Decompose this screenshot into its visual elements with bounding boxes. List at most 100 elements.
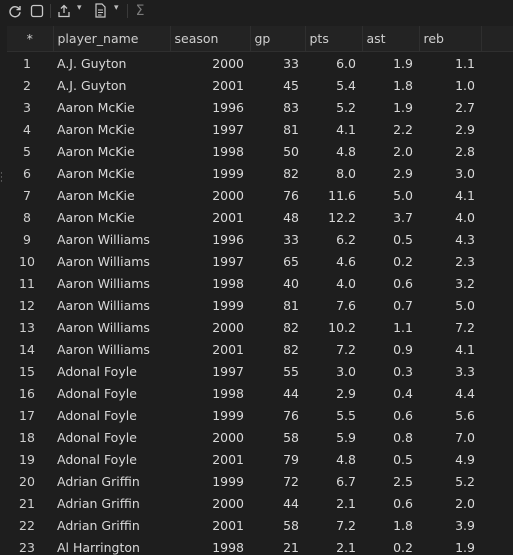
cell-gp[interactable]: 76 bbox=[283, 407, 299, 423]
table-row[interactable]: 11 Aaron Williams 1998 40 4.0 0.6 3.2 bbox=[7, 272, 481, 294]
cell-pts[interactable]: 5.9 bbox=[336, 429, 356, 445]
cell-reb[interactable]: 3.9 bbox=[455, 517, 475, 533]
cell-player-name[interactable]: Adrian Griffin bbox=[57, 517, 140, 533]
cell-season[interactable]: 1997 bbox=[212, 121, 244, 137]
cell-pts[interactable]: 4.8 bbox=[336, 143, 356, 159]
cell-pts[interactable]: 3.0 bbox=[336, 363, 356, 379]
row-index[interactable]: 16 bbox=[19, 385, 35, 401]
row-index[interactable]: 18 bbox=[19, 429, 35, 445]
cell-gp[interactable]: 58 bbox=[283, 429, 299, 445]
cell-pts[interactable]: 7.6 bbox=[336, 297, 356, 313]
cell-player-name[interactable]: Aaron McKie bbox=[57, 209, 135, 225]
cell-season[interactable]: 2001 bbox=[212, 77, 244, 93]
cell-player-name[interactable]: Aaron Williams bbox=[57, 341, 150, 357]
cell-player-name[interactable]: Adonal Foyle bbox=[57, 407, 137, 423]
cell-pts[interactable]: 6.7 bbox=[336, 473, 356, 489]
cell-season[interactable]: 2001 bbox=[212, 517, 244, 533]
cell-player-name[interactable]: Aaron McKie bbox=[57, 99, 135, 115]
cell-gp[interactable]: 81 bbox=[283, 297, 299, 313]
cell-season[interactable]: 1997 bbox=[212, 363, 244, 379]
cell-player-name[interactable]: Adonal Foyle bbox=[57, 429, 137, 445]
cell-player-name[interactable]: Aaron Williams bbox=[57, 275, 150, 291]
cell-ast[interactable]: 0.5 bbox=[393, 451, 413, 467]
cell-player-name[interactable]: A.J. Guyton bbox=[57, 77, 127, 93]
table-row[interactable]: 22 Adrian Griffin 2001 58 7.2 1.8 3.9 bbox=[7, 514, 481, 536]
cell-season[interactable]: 1999 bbox=[212, 407, 244, 423]
cell-ast[interactable]: 0.3 bbox=[393, 363, 413, 379]
cell-reb[interactable]: 4.1 bbox=[455, 187, 475, 203]
refresh-icon[interactable] bbox=[7, 2, 23, 19]
cell-gp[interactable]: 82 bbox=[283, 341, 299, 357]
cell-player-name[interactable]: Adonal Foyle bbox=[57, 451, 137, 467]
cell-gp[interactable]: 40 bbox=[283, 275, 299, 291]
cell-season[interactable]: 1999 bbox=[212, 473, 244, 489]
row-index[interactable]: 6 bbox=[23, 165, 31, 181]
cell-pts[interactable]: 4.1 bbox=[336, 121, 356, 137]
cell-season[interactable]: 2000 bbox=[212, 55, 244, 71]
table-row[interactable]: 13 Aaron Williams 2000 82 10.2 1.1 7.2 bbox=[7, 316, 481, 338]
row-index[interactable]: 13 bbox=[19, 319, 35, 335]
row-index[interactable]: 20 bbox=[19, 473, 35, 489]
row-index[interactable]: 9 bbox=[23, 231, 31, 247]
cell-reb[interactable]: 4.0 bbox=[455, 209, 475, 225]
row-index[interactable]: 5 bbox=[23, 143, 31, 159]
cell-reb[interactable]: 1.9 bbox=[455, 539, 475, 555]
cell-player-name[interactable]: Aaron Williams bbox=[57, 297, 150, 313]
cell-player-name[interactable]: Adonal Foyle bbox=[57, 385, 137, 401]
cell-ast[interactable]: 3.7 bbox=[393, 209, 413, 225]
cell-reb[interactable]: 2.7 bbox=[455, 99, 475, 115]
cell-player-name[interactable]: Al Harrington bbox=[57, 539, 140, 555]
cell-player-name[interactable]: Aaron McKie bbox=[57, 121, 135, 137]
cell-season[interactable]: 2000 bbox=[212, 187, 244, 203]
cell-player-name[interactable]: Adrian Griffin bbox=[57, 473, 140, 489]
cell-season[interactable]: 1998 bbox=[212, 539, 244, 555]
cell-reb[interactable]: 7.2 bbox=[455, 319, 475, 335]
cell-season[interactable]: 2000 bbox=[212, 429, 244, 445]
cell-gp[interactable]: 83 bbox=[283, 99, 299, 115]
sigma-icon[interactable]: Σ bbox=[135, 2, 145, 19]
row-index[interactable]: 14 bbox=[19, 341, 35, 357]
cell-ast[interactable]: 0.7 bbox=[393, 297, 413, 313]
cell-player-name[interactable]: Adrian Griffin bbox=[57, 495, 140, 511]
cell-season[interactable]: 2000 bbox=[212, 319, 244, 335]
cell-pts[interactable]: 11.6 bbox=[328, 187, 356, 203]
cell-ast[interactable]: 0.6 bbox=[393, 275, 413, 291]
cell-gp[interactable]: 33 bbox=[283, 55, 299, 71]
cell-gp[interactable]: 44 bbox=[283, 495, 299, 511]
cell-reb[interactable]: 4.1 bbox=[455, 341, 475, 357]
cell-reb[interactable]: 5.0 bbox=[455, 297, 475, 313]
cell-gp[interactable]: 76 bbox=[283, 187, 299, 203]
row-index[interactable]: 21 bbox=[19, 495, 35, 511]
table-row[interactable]: 19 Adonal Foyle 2001 79 4.8 0.5 4.9 bbox=[7, 448, 481, 470]
row-index[interactable]: 17 bbox=[19, 407, 35, 423]
row-index[interactable]: 4 bbox=[23, 121, 31, 137]
cell-reb[interactable]: 3.0 bbox=[455, 165, 475, 181]
cell-player-name[interactable]: Aaron Williams bbox=[57, 253, 150, 269]
cell-gp[interactable]: 33 bbox=[283, 231, 299, 247]
cell-season[interactable]: 2001 bbox=[212, 451, 244, 467]
column-header-pts[interactable]: pts bbox=[305, 26, 363, 52]
cell-ast[interactable]: 1.1 bbox=[393, 319, 413, 335]
cell-ast[interactable]: 0.5 bbox=[393, 231, 413, 247]
row-index[interactable]: 8 bbox=[23, 209, 31, 225]
cell-gp[interactable]: 72 bbox=[283, 473, 299, 489]
cell-pts[interactable]: 4.6 bbox=[336, 253, 356, 269]
chevron-down-icon[interactable]: ▾ bbox=[77, 3, 82, 13]
cell-gp[interactable]: 44 bbox=[283, 385, 299, 401]
cell-gp[interactable]: 55 bbox=[283, 363, 299, 379]
row-index[interactable]: 11 bbox=[19, 275, 35, 291]
cell-season[interactable]: 1998 bbox=[212, 385, 244, 401]
table-row[interactable]: 14 Aaron Williams 2001 82 7.2 0.9 4.1 bbox=[7, 338, 481, 360]
cell-season[interactable]: 1996 bbox=[212, 99, 244, 115]
cell-gp[interactable]: 81 bbox=[283, 121, 299, 137]
cell-gp[interactable]: 79 bbox=[283, 451, 299, 467]
export-icon[interactable] bbox=[56, 2, 72, 19]
row-index[interactable]: 12 bbox=[19, 297, 35, 313]
cell-season[interactable]: 2001 bbox=[212, 209, 244, 225]
cell-pts[interactable]: 5.4 bbox=[336, 77, 356, 93]
table-row[interactable]: 3 Aaron McKie 1996 83 5.2 1.9 2.7 bbox=[7, 96, 481, 118]
cell-ast[interactable]: 1.9 bbox=[393, 99, 413, 115]
cell-ast[interactable]: 0.8 bbox=[393, 429, 413, 445]
table-row[interactable]: 23 Al Harrington 1998 21 2.1 0.2 1.9 bbox=[7, 536, 481, 555]
cell-reb[interactable]: 1.0 bbox=[455, 77, 475, 93]
